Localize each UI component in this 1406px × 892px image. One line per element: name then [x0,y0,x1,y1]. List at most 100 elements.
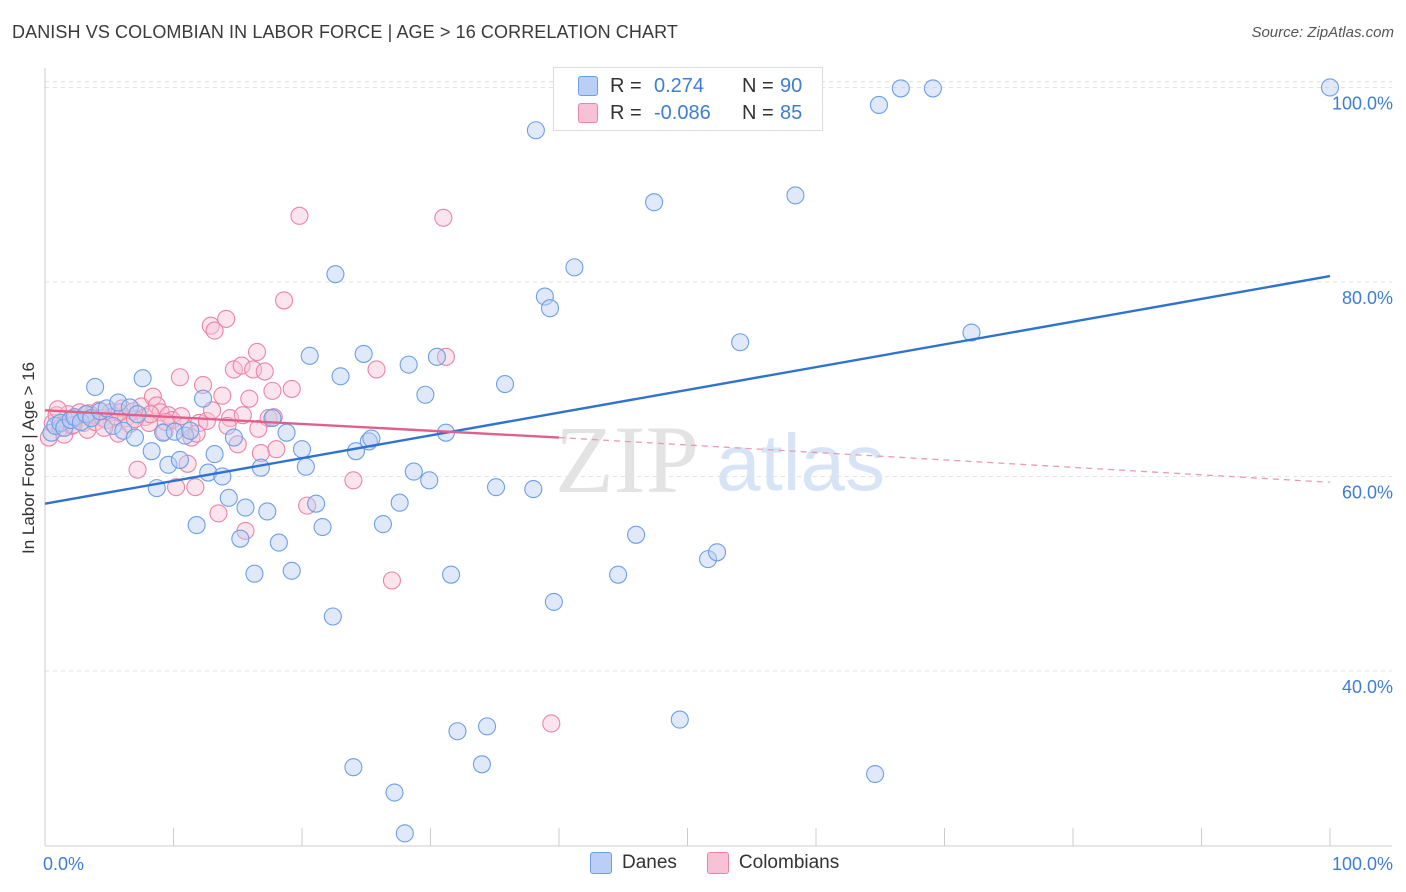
point-colombians [434,208,453,227]
point-danes [133,369,152,388]
point-danes [263,409,282,428]
point-danes [292,440,312,459]
point-danes [307,494,326,513]
point-danes [385,783,404,802]
point-danes [866,764,885,784]
point-colombians [218,416,237,435]
point-danes [1320,78,1340,97]
legend-item-colombians[interactable]: Colombians [706,852,840,874]
point-danes [219,488,238,507]
point-colombians [282,379,301,398]
point-colombians [267,440,286,459]
point-danes [326,265,345,284]
chart-title: DANISH VS COLOMBIAN IN LABOR FORCE | AGE… [12,22,678,42]
point-colombians [197,411,216,431]
source-credit: Source: ZipAtlas.com [1251,24,1394,41]
legend-n-value-colombians: 85 [780,101,803,124]
legend-r-value-colombians: -0.086 [654,101,711,124]
point-danes [181,421,200,440]
legend-label-colombians: Colombians [738,852,840,873]
point-colombians [263,381,282,400]
point-colombians [194,375,213,395]
point-danes [258,502,277,521]
point-colombians [186,478,205,497]
legend-item-danes[interactable]: Danes [590,852,677,874]
point-danes [923,79,942,98]
point-colombians [240,389,259,408]
point-danes [609,565,628,584]
point-danes [277,423,296,442]
point-danes [786,186,805,205]
point-danes [344,758,363,777]
point-colombians [205,321,224,340]
point-danes [708,543,727,562]
point-colombians [143,387,162,406]
legend-n-label: N = [742,101,774,124]
point-colombians [249,419,268,438]
y-tick-label: 100.0% [1332,93,1393,113]
point-danes [125,428,144,447]
point-danes [224,428,243,447]
point-colombians [213,386,232,405]
point-colombians [255,362,274,381]
point-colombians [141,405,160,424]
axes [44,68,1392,847]
point-danes [399,355,418,374]
point-colombians [217,309,236,328]
point-danes [645,193,664,212]
point-colombians [39,428,58,447]
point-danes [442,565,461,584]
point-danes [390,493,409,512]
point-danes [109,393,128,412]
point-colombians [209,504,228,523]
series-legend: Danes Colombians [590,852,869,874]
legend-row-danes: R = 0.274 N = 90 [578,73,802,99]
point-danes [420,471,439,490]
point-danes [699,550,718,569]
point-danes [231,529,250,548]
point-danes [236,498,255,517]
point-danes [159,455,178,474]
point-danes [891,79,910,98]
point-colombians [170,368,189,387]
legend-swatch-colombians [706,852,729,874]
trend-lines [44,274,1331,505]
point-danes [86,377,105,397]
y-axis-label: In Labor Force | Age > 16 [19,362,38,554]
point-danes [524,480,543,499]
point-danes [731,333,750,352]
legend-row-colombians: R = -0.086 N = 85 [578,100,802,126]
point-danes [282,561,301,580]
point-danes [104,416,123,435]
stats-legend: R = 0.274 N = 90 R = -0.086 N = 85 [553,67,823,131]
point-danes [495,375,515,394]
point-danes [472,755,491,774]
point-danes [245,564,264,583]
trend-line-colombians-extrapolated [558,436,1331,483]
point-danes [448,722,467,741]
gridlines [45,81,1392,672]
point-danes [296,457,315,476]
legend-label-danes: Danes [622,852,677,873]
point-danes [331,367,350,386]
point-danes [300,346,319,365]
point-danes [540,299,560,318]
point-colombians [367,360,386,379]
y-tick-label: 40.0% [1342,677,1393,697]
trend-line-colombians [44,409,560,439]
point-danes [535,287,554,306]
point-danes [313,517,332,537]
watermark-atlas: atlas [716,418,885,507]
legend-swatch-danes [578,76,598,96]
point-danes [526,121,545,140]
legend-r-label: R = [610,101,642,124]
legend-n-value-danes: 90 [780,74,803,97]
point-danes [627,525,646,544]
x-tick-label-start: 0.0% [43,854,84,874]
point-danes [269,533,288,552]
point-danes [427,347,446,366]
point-danes [194,389,213,408]
point-colombians [247,342,267,362]
point-danes [165,422,184,441]
point-danes [46,416,65,435]
